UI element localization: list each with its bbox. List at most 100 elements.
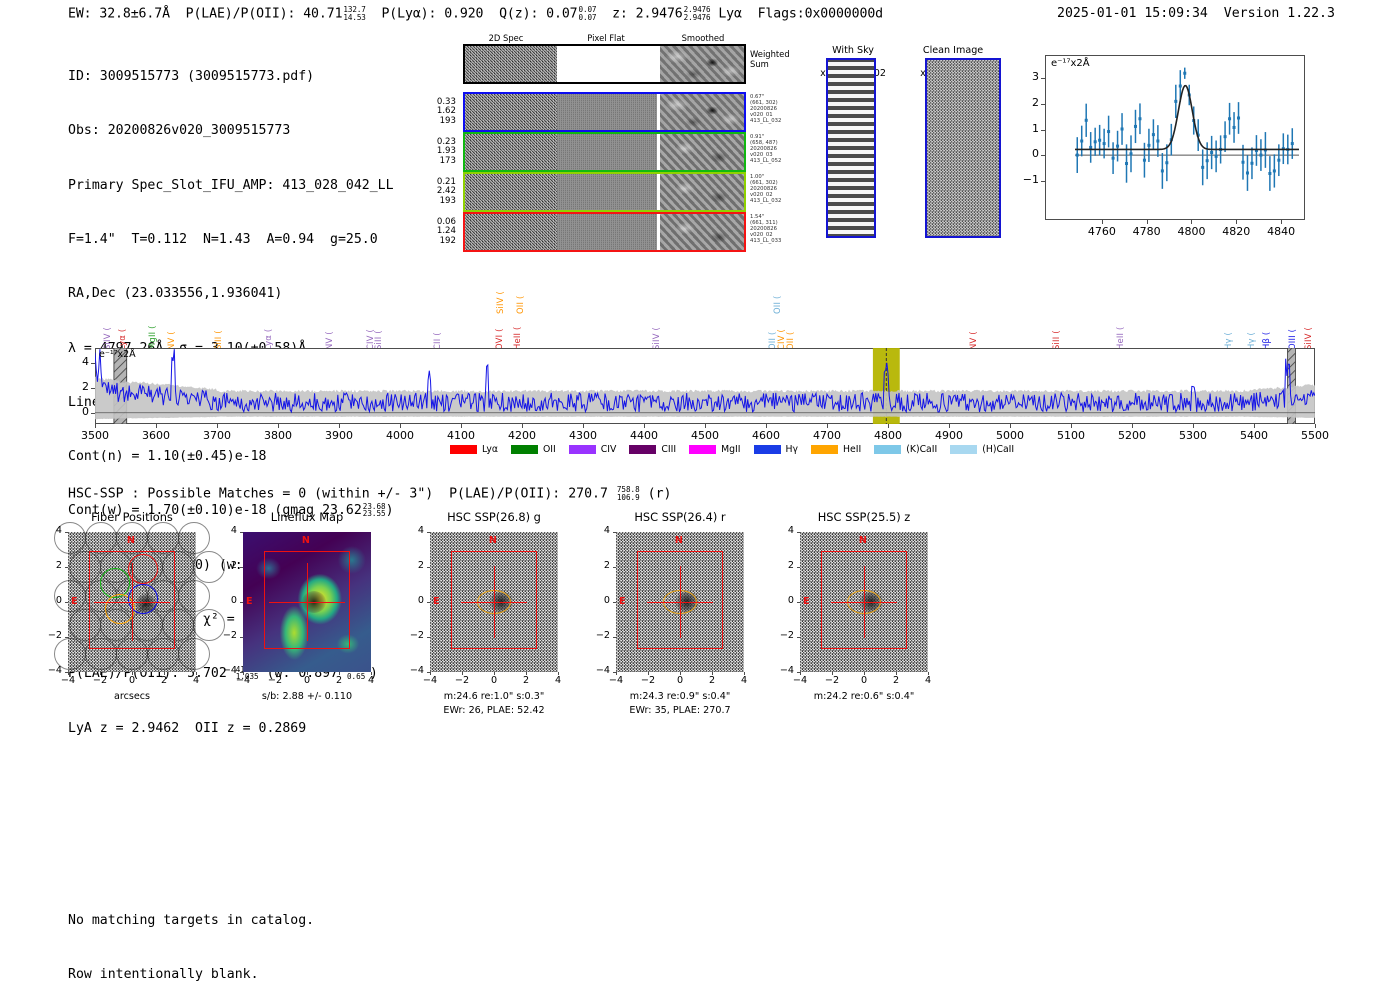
cutout-xtick-label: 2 xyxy=(522,675,530,686)
line-id-label: OII ( xyxy=(785,331,796,350)
cutout-xtick-label: 0 xyxy=(860,675,868,686)
param-obs: Obs: 20200826v020_3009515773 xyxy=(68,123,291,139)
spectrum-xtick-label: 3700 xyxy=(203,429,231,442)
fiber-left-value: 0.23 xyxy=(436,137,456,147)
full-spectrum-svg xyxy=(95,348,1315,424)
legend-swatch xyxy=(629,445,657,454)
col-title-smoothed: Smoothed xyxy=(681,33,725,43)
cutout-xtick-label: 4 xyxy=(554,675,562,686)
cutout-xtick-label: −4 xyxy=(235,675,251,686)
cutout-caption-primary: arcsecs xyxy=(113,691,151,702)
cutout-ytick-label: 0 xyxy=(787,595,794,606)
zoom-ytick xyxy=(1041,180,1045,182)
spectrum-xtick-label: 3500 xyxy=(81,429,109,442)
red-aperture-box xyxy=(637,550,723,649)
crosshair-horizontal xyxy=(460,602,528,603)
fiber-left-values: 0.06 1.24 192 xyxy=(420,217,456,246)
cutout-ytick-label: −4 xyxy=(222,665,237,676)
header-qz-value: 0.07 xyxy=(546,6,578,22)
spectrum-xtick xyxy=(1254,424,1255,428)
line-id-label: Hβ ( xyxy=(1261,331,1272,350)
fiber-left-value: 1.62 xyxy=(436,106,456,117)
spectrum-xtick xyxy=(766,424,767,428)
legend-item: (K)CaII xyxy=(874,444,937,455)
param-cont-w: Cont(w) = 1.70(±0.10)e-18 (gmag 23.62 23.… xyxy=(68,502,394,520)
line-id-label: NV ( xyxy=(968,331,979,350)
zoom-plot-svg xyxy=(1075,67,1299,191)
spectrum-xtick xyxy=(827,424,828,428)
cutout-ytick-label: −4 xyxy=(409,665,424,676)
spectrum-xtick xyxy=(400,424,401,428)
spectrum-xtick xyxy=(888,424,889,428)
fiber-2dspec-image xyxy=(465,214,557,250)
cutout-ytick-label: −2 xyxy=(409,630,424,641)
legend-swatch xyxy=(568,445,596,454)
fiber-left-values: 0.23 1.93 173 xyxy=(420,137,456,166)
legend-item: MgII xyxy=(689,444,741,455)
compass-east-label: E xyxy=(433,596,440,608)
clean-image-title-text: Clean Image xyxy=(922,44,984,56)
legend-label: CIII xyxy=(661,444,677,455)
spectrum-xtick-label: 4400 xyxy=(630,429,658,442)
line-id-label: SiIV ( xyxy=(651,327,662,350)
red-aperture-box xyxy=(451,550,537,649)
cutout-ytick-label: −2 xyxy=(222,630,237,641)
cutout-xtick xyxy=(339,672,340,675)
param-primary-spec: Primary Spec_Slot_IFU_AMP: 413_028_042_L… xyxy=(68,177,394,193)
spectrum-xtick-label: 5500 xyxy=(1301,429,1329,442)
line-id-label: Hγ ( xyxy=(1222,332,1233,350)
cutout-caption-secondary: EWr: 26, PLAE: 52.42 xyxy=(443,705,545,716)
cutout-caption-primary: s/b: 2.88 +/- 0.110 xyxy=(261,691,353,702)
fiber-left-value: 0.06 xyxy=(436,217,456,227)
cutout-ytick-label: 0 xyxy=(417,595,424,606)
cutout-ytick-label: 4 xyxy=(230,525,237,536)
legend-swatch xyxy=(510,445,538,454)
compass-east-label: E xyxy=(803,596,810,608)
cutout-ytick xyxy=(65,637,68,638)
zoom-ytick xyxy=(1041,155,1045,157)
crosshair-horizontal xyxy=(93,602,171,603)
spectrum-xtick xyxy=(1315,424,1316,428)
cutout-xtick-label: −4 xyxy=(422,675,438,686)
zoom-xtick-label: 4820 xyxy=(1222,225,1251,238)
cutout-ytick xyxy=(427,637,430,638)
spectrum-xtick-label: 3600 xyxy=(142,429,170,442)
header-version: Version 1.22.3 xyxy=(1223,6,1335,21)
spectrum-xtick xyxy=(1071,424,1072,428)
spectrum-xtick-label: 4100 xyxy=(447,429,475,442)
spectrum-xtick xyxy=(95,424,96,428)
cutout-ytick-label: 4 xyxy=(787,525,794,536)
cutout-ytick xyxy=(427,602,430,603)
spectrum-ytick xyxy=(91,412,95,414)
zoom-ytick-label: −1 xyxy=(1022,172,1039,186)
cutout-ytick-label: 4 xyxy=(55,525,62,536)
fiber-row xyxy=(463,92,746,132)
zoom-xtick-label: 4840 xyxy=(1267,225,1296,238)
spectrum-xtick xyxy=(1132,424,1133,428)
cutout-xtick-label: −2 xyxy=(640,675,656,686)
spectrum-xtick xyxy=(278,424,279,428)
cutout-xtick-label: 2 xyxy=(160,675,168,686)
zoom-plot-frame xyxy=(1045,55,1305,220)
spectrum-xtick-label: 5100 xyxy=(1057,429,1085,442)
fiber-row xyxy=(463,212,746,252)
param-cont-n: Cont(n) = 1.10(±0.45)e-18 xyxy=(68,449,267,465)
fiber-aperture-circle xyxy=(178,522,210,554)
fiber-right-meta: 0.67" (661, 302) 20200826 v020_01 413_LL_032 xyxy=(750,94,806,124)
cutout-ytick-label: −4 xyxy=(47,665,62,676)
fiber-2dspec-image xyxy=(465,94,557,130)
spectrum-xtick xyxy=(644,424,645,428)
weighted-sum-row xyxy=(463,44,746,84)
cutout-ytick-label: 2 xyxy=(787,560,794,571)
spectrum-xtick-label: 3900 xyxy=(325,429,353,442)
spectrum-xtick xyxy=(156,424,157,428)
line-id-label: SiII ( xyxy=(213,330,224,350)
cutout-xtick-label: −2 xyxy=(92,675,108,686)
cutout-xtick-label: 4 xyxy=(924,675,932,686)
spectrum-ytick xyxy=(91,362,95,364)
line-id-label: HeII ( xyxy=(1114,326,1125,350)
line-id-label: SiIV ( xyxy=(102,327,113,350)
spectrum-xtick-label: 5000 xyxy=(996,429,1024,442)
fiber-meta-line: v020_01 xyxy=(750,112,773,118)
